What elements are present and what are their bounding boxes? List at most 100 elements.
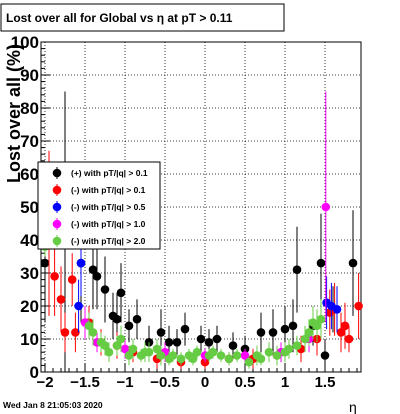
data-point xyxy=(144,347,154,357)
data-point xyxy=(172,338,182,347)
data-point xyxy=(316,314,326,324)
data-point xyxy=(280,324,290,334)
x-tick-label: 1 xyxy=(281,374,289,391)
y-tick-label: 100 xyxy=(11,33,39,52)
data-point xyxy=(180,324,190,334)
data-point xyxy=(204,338,214,347)
data-point xyxy=(116,334,126,344)
data-point xyxy=(354,301,363,311)
title-frame xyxy=(0,3,285,32)
x-tick-label: −1 xyxy=(116,374,133,391)
data-point xyxy=(156,328,166,337)
data-point xyxy=(208,347,218,357)
data-point xyxy=(112,314,122,324)
title-box: Lost over all for Global vs η at pT > 0.… xyxy=(0,3,285,32)
data-point xyxy=(176,354,186,364)
data-point xyxy=(216,351,226,360)
data-point xyxy=(212,334,222,344)
data-point xyxy=(100,341,110,350)
data-point xyxy=(232,351,242,360)
series-4 xyxy=(40,236,326,369)
legend-marker xyxy=(52,236,62,246)
data-point xyxy=(120,344,130,354)
data-point xyxy=(256,354,266,364)
data-point xyxy=(240,351,250,360)
data-point xyxy=(84,321,94,331)
data-point xyxy=(244,357,254,367)
x-tick-label: −2 xyxy=(36,374,53,391)
timestamp-label: Wed Jan 8 21:05:03 2020 xyxy=(3,400,103,410)
x-tick-label: 0 xyxy=(201,374,209,391)
data-point xyxy=(71,328,80,337)
legend-marker xyxy=(52,185,62,195)
data-point xyxy=(50,272,59,281)
data-point xyxy=(312,321,322,331)
data-point xyxy=(344,334,354,344)
data-point xyxy=(316,258,326,268)
data-point xyxy=(116,288,126,298)
legend-label: (-) with pT/|q| > 1.0 xyxy=(71,219,146,229)
data-point xyxy=(292,341,302,350)
data-point xyxy=(292,265,302,275)
y-tick-label: 50 xyxy=(20,198,39,217)
data-point xyxy=(192,347,202,357)
data-point xyxy=(124,321,134,331)
x-tick-label: 1.5 xyxy=(315,374,336,391)
data-point xyxy=(228,341,238,350)
data-point xyxy=(224,354,234,364)
data-point xyxy=(76,258,86,268)
data-point xyxy=(320,351,330,360)
legend-label: (-) with pT/|q| > 2.0 xyxy=(71,236,146,246)
data-point xyxy=(152,344,162,354)
data-point xyxy=(336,328,346,337)
data-point xyxy=(164,338,174,347)
data-point xyxy=(340,321,350,331)
data-point xyxy=(100,285,110,294)
data-point xyxy=(104,347,114,357)
data-point xyxy=(88,328,98,337)
y-tick-label: 20 xyxy=(20,297,39,316)
data-point xyxy=(60,328,70,337)
data-point xyxy=(40,258,50,268)
legend-label: (-) with pT/|q| > 0.1 xyxy=(71,185,146,195)
y-tick-label: 70 xyxy=(20,132,39,151)
data-point xyxy=(268,328,278,337)
legend-label: (-) with pT/|q| > 0.5 xyxy=(71,202,146,212)
axis-layer: −2 −1.5 −1 −0.5 0 0.5 1 1.5 0 10 20 30 40 50 60 70 80 90 1… xyxy=(11,33,358,391)
data-point xyxy=(288,321,298,331)
data-point xyxy=(321,202,331,212)
x-axis-label: η xyxy=(349,399,357,414)
legend-marker xyxy=(52,202,62,212)
y-tick-label: 30 xyxy=(20,264,39,283)
legend: (+) with pT/|q| > 0.1 (-) with pT/|q| > 0… xyxy=(37,161,161,250)
data-point xyxy=(272,351,282,360)
y-tick-label: 80 xyxy=(20,99,39,118)
data-point xyxy=(264,347,274,357)
y-tick-label: 90 xyxy=(20,66,39,85)
legend-marker xyxy=(52,168,62,178)
data-point xyxy=(92,272,102,281)
data-point xyxy=(196,334,206,344)
legend-marker xyxy=(52,219,62,229)
data-point xyxy=(188,354,198,364)
data-point xyxy=(200,357,210,367)
data-point xyxy=(56,295,66,304)
data-point xyxy=(256,328,266,337)
y-tick-label: 10 xyxy=(20,330,39,349)
legend-label: (+) with pT/|q| > 0.1 xyxy=(71,168,148,178)
y-tick-label: 0 xyxy=(30,363,39,382)
data-point xyxy=(168,351,178,360)
data-point xyxy=(348,258,358,268)
data-point xyxy=(124,351,134,360)
data-point xyxy=(304,328,314,337)
data-point xyxy=(74,301,83,311)
data-point xyxy=(132,314,142,324)
data-point xyxy=(112,341,122,350)
data-point xyxy=(284,344,294,354)
y-tick-label: 40 xyxy=(20,231,39,250)
x-tick-label: 0.5 xyxy=(235,374,256,391)
data-point xyxy=(156,351,166,360)
y-tick-label: 60 xyxy=(20,165,39,184)
chart-title: Lost over all for Global vs η at pT > 0.… xyxy=(6,11,233,25)
